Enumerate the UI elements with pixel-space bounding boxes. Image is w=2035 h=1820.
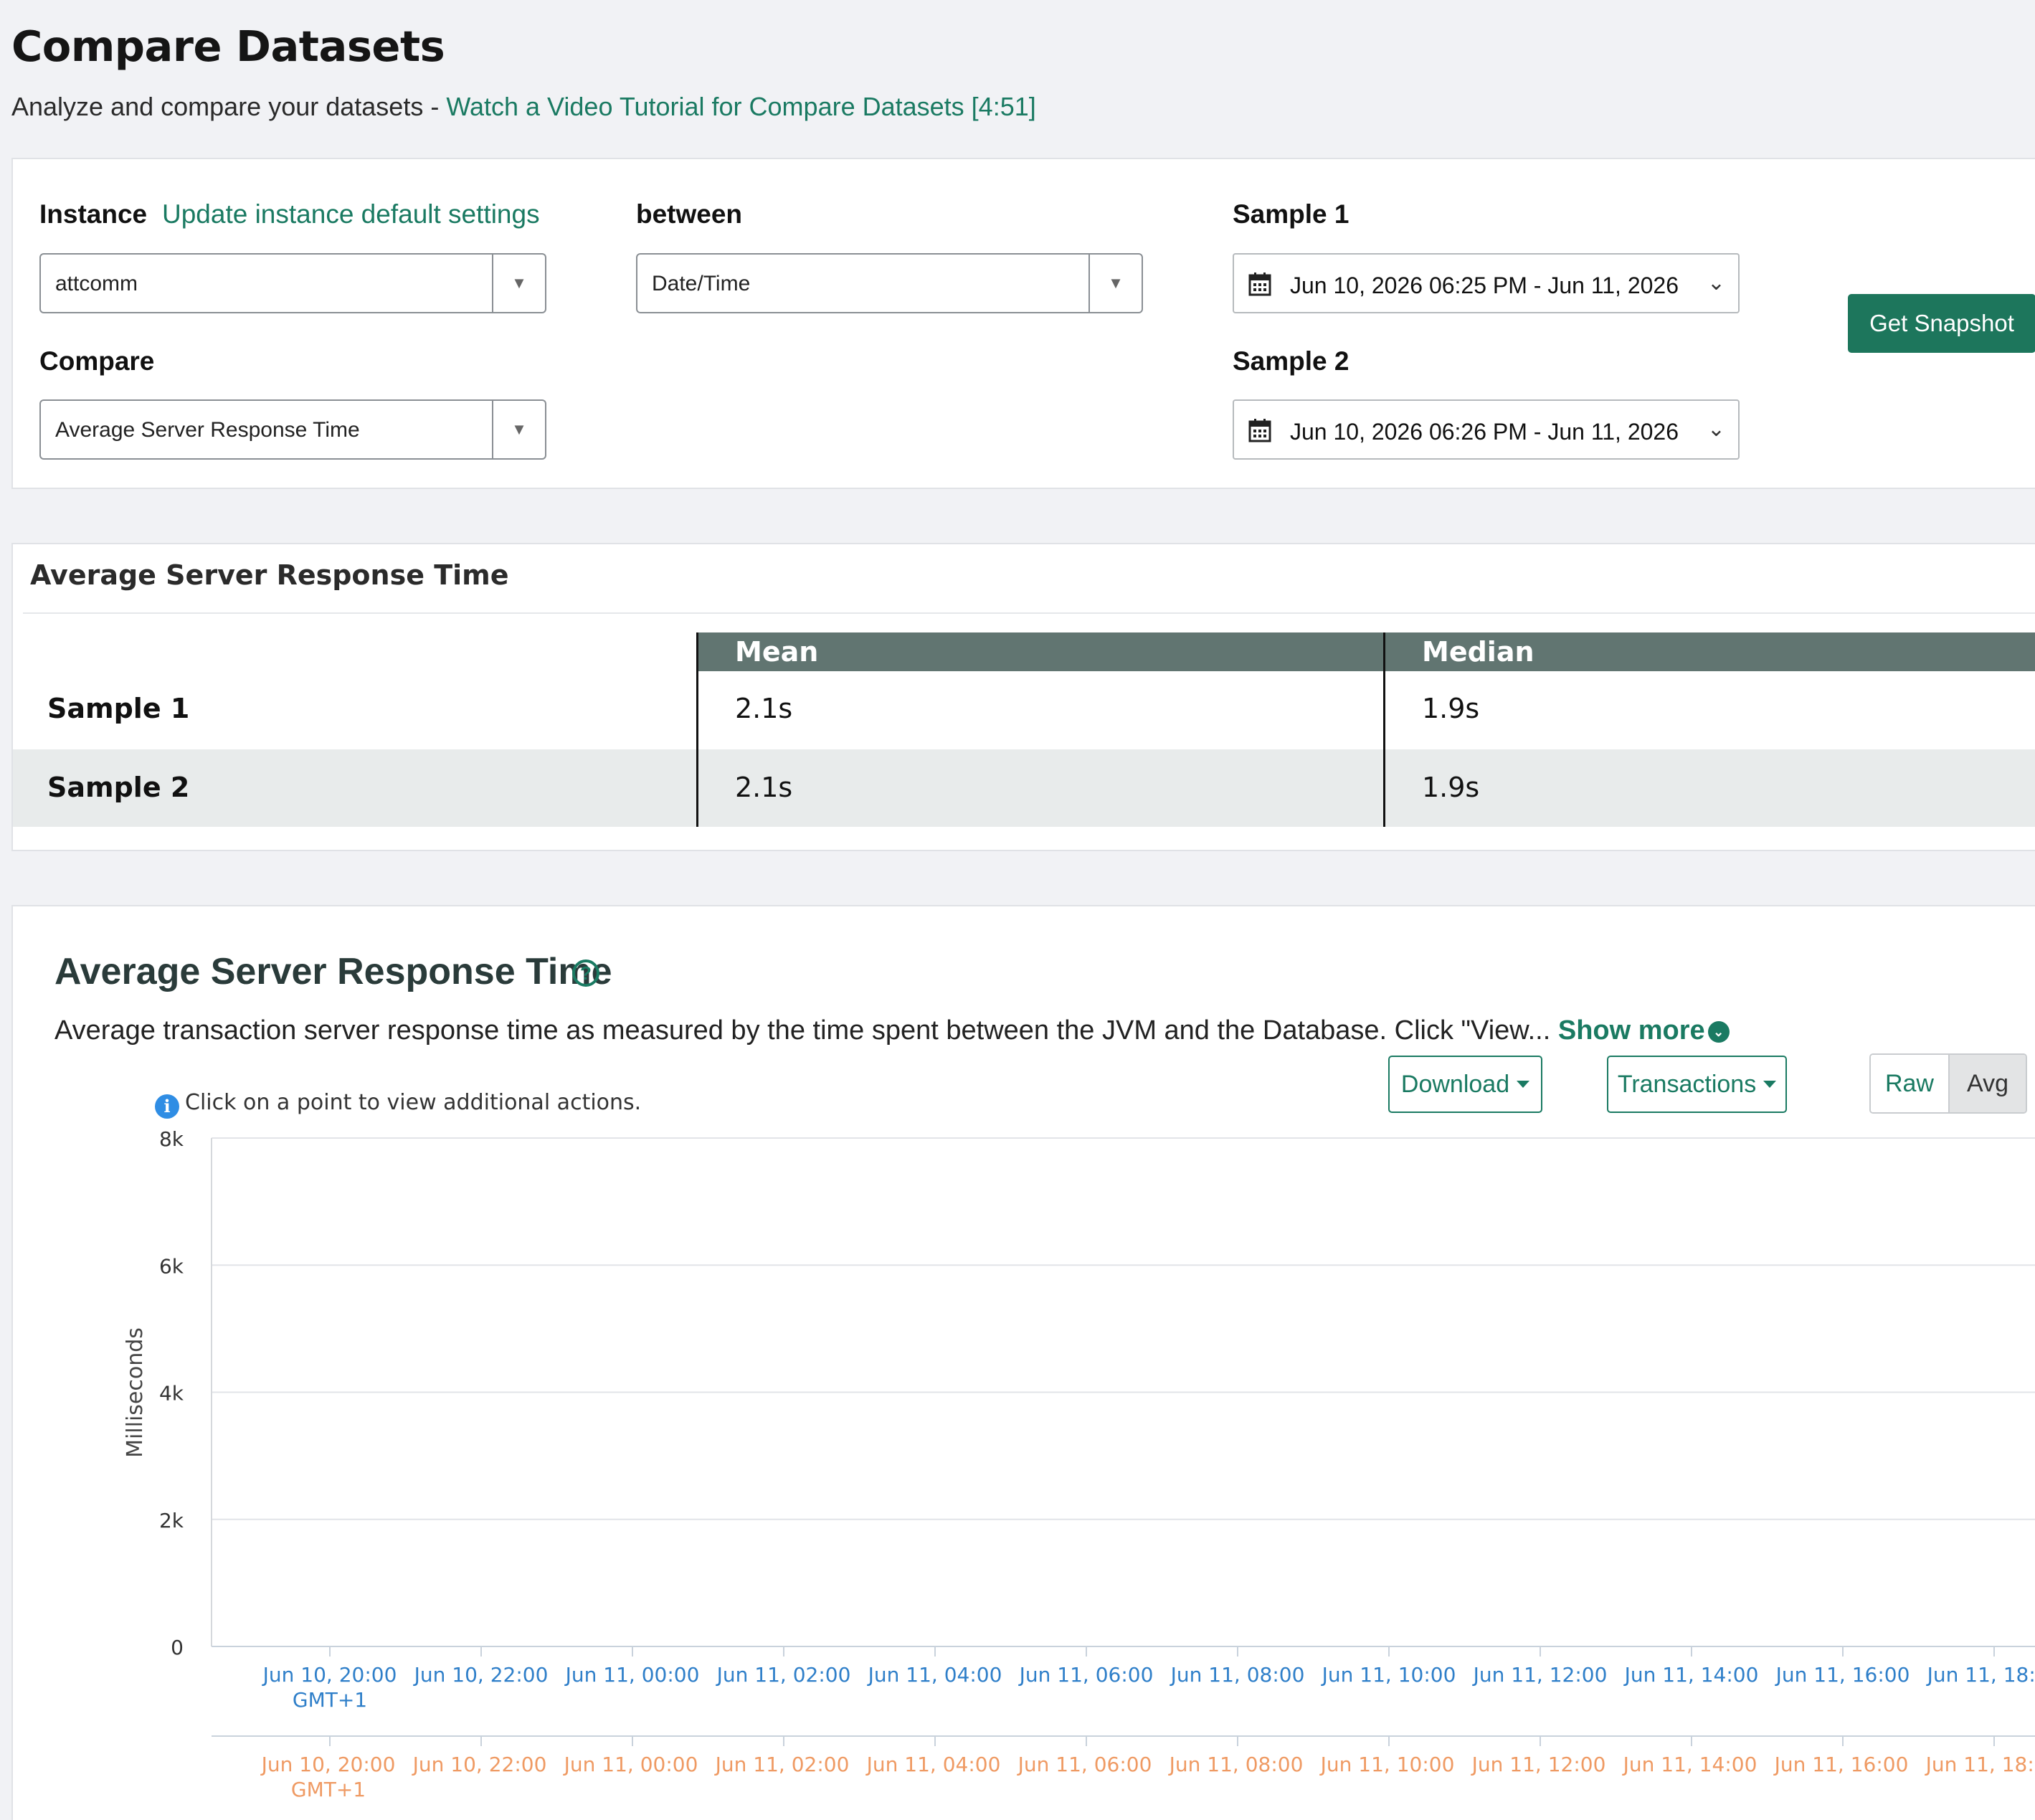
update-instance-settings-link[interactable]: Update instance default settings	[162, 199, 540, 229]
between-label: between	[636, 199, 743, 229]
calendar-icon	[1248, 419, 1271, 442]
x-tick-label-sample1: Jun 11, 14:00	[1623, 1663, 1759, 1687]
toggle-avg-button[interactable]: Avg	[1948, 1055, 2026, 1112]
compare-metric-select[interactable]: Average Server Response Time ▼	[39, 399, 546, 460]
y-tick-label: 2k	[159, 1509, 184, 1532]
x-tick-label-sample1: Jun 11, 10:00	[1321, 1663, 1456, 1687]
dropdown-arrow-icon: ▼	[492, 255, 545, 312]
y-tick-label: 6k	[159, 1254, 184, 1278]
timezone-label-sample2: GMT+1	[291, 1778, 366, 1801]
dropdown-arrow-icon: ▼	[1088, 255, 1142, 312]
column-divider	[696, 632, 698, 827]
x-tick-label-sample2: Jun 11, 04:00	[865, 1753, 1001, 1776]
column-header-mean: Mean	[698, 632, 1385, 671]
get-snapshot-button[interactable]: Get Snapshot	[1848, 294, 2035, 353]
show-more-label: Show more	[1557, 1015, 1705, 1046]
x-tick-label-sample1: Jun 11, 04:00	[867, 1663, 1002, 1687]
summary-table-title: Average Server Response Time	[30, 559, 509, 591]
x-tick-label-sample1: Jun 11, 12:00	[1472, 1663, 1608, 1687]
chart-description: Average transaction server response time…	[54, 1015, 1730, 1046]
chart-hint: i Click on a point to view additional act…	[155, 1090, 641, 1119]
page-title: Compare Datasets	[11, 22, 445, 71]
transactions-button[interactable]: Transactions	[1607, 1056, 1787, 1113]
x-tick-label-sample1: Jun 10, 22:00	[413, 1663, 549, 1687]
x-tick-label-sample1: Jun 11, 16:00	[1775, 1663, 1910, 1687]
sample2-date-range-picker[interactable]: Jun 10, 2026 06:26 PM - Jun 11, 2026 06:…	[1233, 399, 1740, 460]
caret-down-icon	[1517, 1081, 1530, 1088]
x-tick-label-sample2: Jun 10, 20:00	[260, 1753, 396, 1776]
sample1-date-range-picker[interactable]: Jun 10, 2026 06:25 PM - Jun 11, 2026 06:…	[1233, 253, 1740, 313]
x-tick-label-sample1: Jun 11, 00:00	[564, 1663, 700, 1687]
cell-sample2-mean: 2.1s	[735, 772, 793, 803]
chevron-down-icon: ⌄	[1707, 417, 1725, 441]
x-tick-label-sample1: Jun 11, 08:00	[1170, 1663, 1305, 1687]
sample1-date-text: Jun 10, 2026 06:25 PM - Jun 11, 2026 06:…	[1290, 272, 1679, 312]
sample2-label: Sample 2	[1233, 346, 1349, 376]
x-tick-label-sample2: Jun 11, 06:00	[1017, 1753, 1152, 1776]
table-row-alt-background	[13, 749, 2035, 827]
sample2-date-text: Jun 10, 2026 06:26 PM - Jun 11, 2026 06:…	[1290, 419, 1679, 458]
x-tick-label-sample2: Jun 11, 10:00	[1319, 1753, 1455, 1776]
y-axis-label: Milliseconds	[123, 1327, 148, 1458]
y-tick-label: 4k	[159, 1382, 184, 1406]
x-tick-label-sample2: Jun 10, 22:00	[412, 1753, 547, 1776]
raw-avg-toggle: Raw Avg	[1869, 1053, 2027, 1114]
x-tick-label-sample1: Jun 11, 06:00	[1018, 1663, 1154, 1687]
x-tick-label-sample2: Jun 11, 02:00	[714, 1753, 850, 1776]
sample1-label: Sample 1	[1233, 199, 1349, 229]
download-button-label: Download	[1400, 1070, 1510, 1098]
chart-hint-text: Click on a point to view additional acti…	[185, 1090, 642, 1115]
x-tick-label-sample1: Jun 10, 20:00	[262, 1663, 397, 1687]
cell-sample2-median: 1.9s	[1422, 772, 1480, 803]
instance-select[interactable]: attcomm ▼	[39, 253, 546, 313]
between-select-value: Date/Time	[652, 272, 751, 295]
x-tick-label-sample2: Jun 11, 08:00	[1168, 1753, 1304, 1776]
chevron-down-icon: ⌄	[1707, 271, 1725, 295]
between-select[interactable]: Date/Time ▼	[636, 253, 1143, 313]
x-tick-label-sample1: Jun 11, 02:00	[716, 1663, 851, 1687]
tutorial-link[interactable]: Watch a Video Tutorial for Compare Datas…	[446, 92, 1036, 121]
column-header-median: Median	[1385, 632, 2035, 671]
info-icon: i	[155, 1094, 179, 1119]
subtitle-text: Analyze and compare your datasets -	[11, 92, 447, 121]
question-circle-icon[interactable]: ?	[572, 959, 599, 987]
cell-sample1-median: 1.9s	[1422, 693, 1480, 724]
divider	[23, 612, 2035, 614]
download-button[interactable]: Download	[1388, 1056, 1542, 1113]
compare-select-value: Average Server Response Time	[55, 418, 360, 442]
cell-sample1-mean: 2.1s	[735, 693, 793, 724]
compare-label: Compare	[39, 346, 155, 376]
page-subtitle: Analyze and compare your datasets - Watc…	[11, 92, 1036, 122]
chart-description-text: Average transaction server response time…	[54, 1015, 1551, 1046]
dropdown-arrow-icon: ▼	[492, 401, 545, 458]
y-tick-label: 0	[171, 1636, 184, 1659]
timezone-label-sample1: GMT+1	[293, 1688, 367, 1712]
row-label-sample2: Sample 2	[47, 772, 190, 803]
instance-label: Instance	[39, 199, 148, 229]
show-more-link[interactable]: Show more ⌄	[1558, 1015, 1730, 1046]
x-tick-label-sample2: Jun 11, 12:00	[1471, 1753, 1606, 1776]
transactions-button-label: Transactions	[1617, 1070, 1757, 1098]
x-tick-label-sample2: Jun 11, 00:00	[563, 1753, 698, 1776]
column-divider	[1383, 632, 1385, 827]
caret-down-icon	[1763, 1081, 1777, 1088]
chevron-circle-down-icon: ⌄	[1707, 1021, 1730, 1043]
chart-title: Average Server Response Time	[54, 951, 612, 992]
instance-select-value: attcomm	[55, 272, 138, 295]
x-tick-label-sample2: Jun 11, 16:00	[1773, 1753, 1909, 1776]
x-tick-label-sample2: Jun 11, 14:00	[1622, 1753, 1758, 1776]
calendar-icon	[1248, 272, 1271, 296]
x-tick-label-sample2: Jun 11, 18:00	[1925, 1753, 2035, 1776]
y-tick-label: 8k	[159, 1127, 184, 1151]
x-tick-label-sample1: Jun 11, 18:00	[1926, 1663, 2035, 1687]
row-label-sample1: Sample 1	[47, 693, 190, 724]
toggle-raw-button[interactable]: Raw	[1871, 1055, 1948, 1112]
